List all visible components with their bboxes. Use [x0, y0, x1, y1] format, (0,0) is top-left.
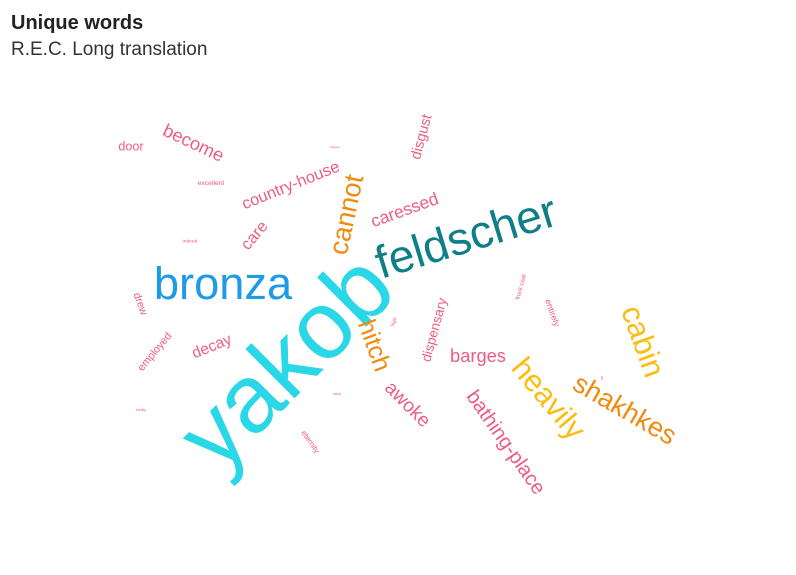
- chart-header: Unique words R.E.C. Long translation: [11, 10, 207, 64]
- word-cannot: cannot: [323, 171, 369, 257]
- word-become: become: [160, 119, 228, 166]
- word-eternity: eternity: [299, 429, 321, 455]
- word-country-house: country-house: [239, 158, 342, 214]
- word-feldscher: feldscher: [369, 184, 563, 288]
- word-care: care: [237, 218, 271, 254]
- word-happen: happen: [330, 145, 340, 149]
- word-employed: employed: [135, 330, 174, 373]
- word-indeed: indeed: [183, 238, 198, 244]
- word-disgust: disgust: [408, 113, 435, 162]
- word-kept: kept: [333, 391, 341, 396]
- word-awoke: awoke: [380, 378, 434, 432]
- word-dispensary: dispensary: [418, 296, 449, 363]
- word-barges: barges: [450, 345, 506, 366]
- chart-title: Unique words: [11, 12, 144, 34]
- word-shakhkes: shakhkes: [568, 368, 682, 451]
- word-frock-coat: frock-coat: [515, 274, 528, 301]
- word-high: high: [390, 316, 399, 327]
- word-kindly: kindly: [136, 407, 146, 412]
- word-entirely: entirely: [543, 298, 562, 329]
- word-door: door: [118, 139, 143, 153]
- word-drew: drew: [131, 291, 150, 317]
- word-gift: gift: [599, 375, 604, 380]
- word-cabin: cabin: [614, 301, 672, 382]
- chart-subtitle: R.E.C. Long translation: [11, 39, 208, 60]
- word-bronza: bronza: [154, 258, 293, 309]
- word-excellent: excellent: [198, 180, 225, 187]
